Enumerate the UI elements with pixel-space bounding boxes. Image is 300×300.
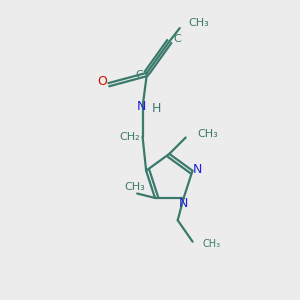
Text: CH₃: CH₃ (202, 239, 220, 249)
Text: CH₃: CH₃ (124, 182, 145, 192)
Text: H: H (152, 102, 161, 115)
Text: CH₂: CH₂ (119, 132, 140, 142)
Text: C: C (136, 70, 143, 80)
Text: N: N (179, 197, 188, 210)
Text: N: N (136, 100, 146, 113)
Text: O: O (97, 75, 107, 88)
Text: C: C (173, 34, 181, 44)
Text: CH₃: CH₃ (197, 129, 218, 139)
Text: CH₃: CH₃ (188, 18, 209, 28)
Text: N: N (193, 163, 203, 176)
